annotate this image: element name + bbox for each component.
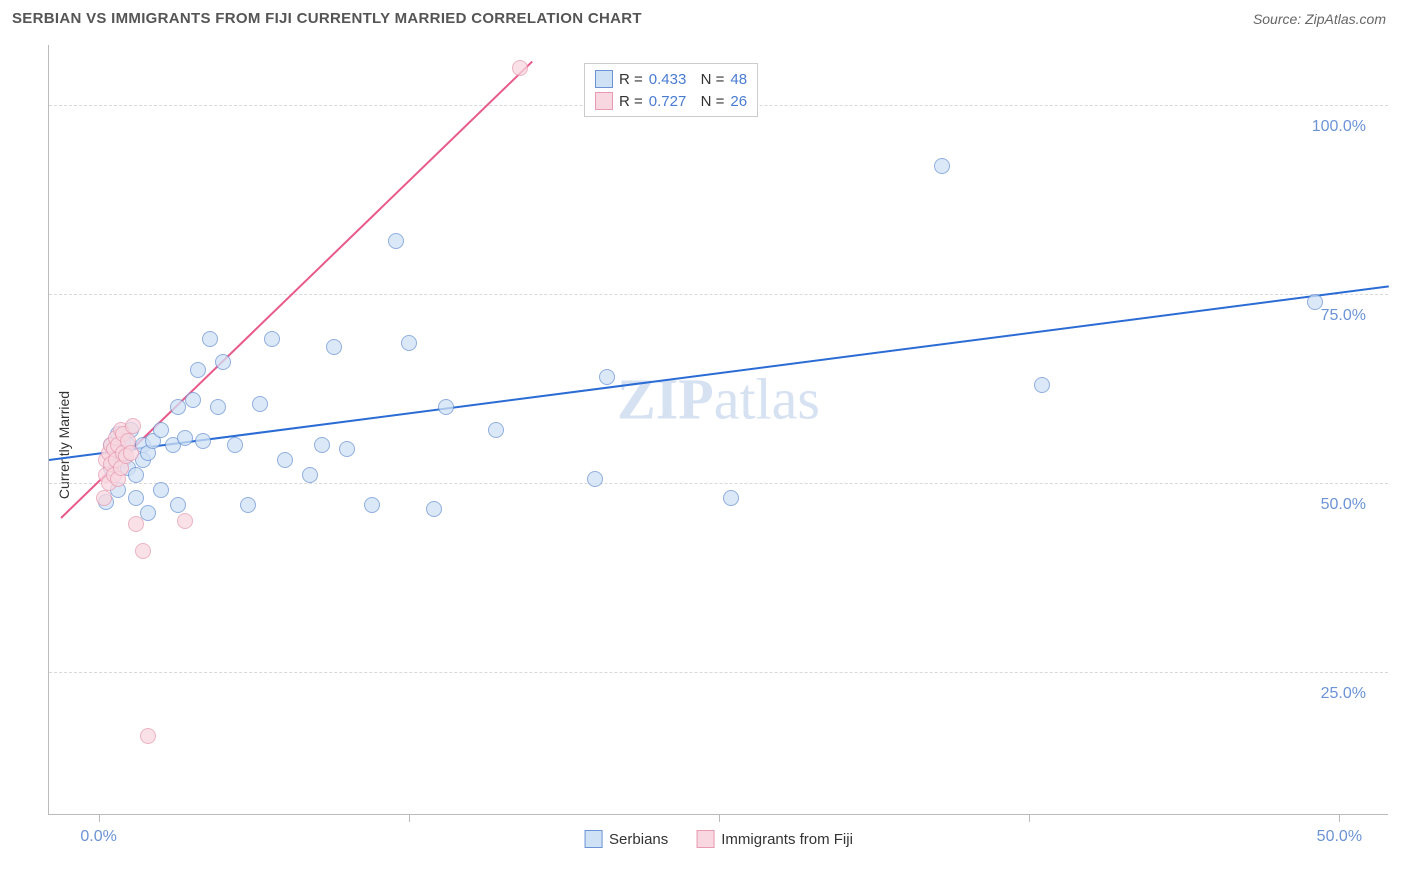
data-point bbox=[302, 467, 318, 483]
data-point bbox=[587, 471, 603, 487]
data-point bbox=[438, 399, 454, 415]
data-point bbox=[426, 501, 442, 517]
gridline bbox=[49, 483, 1388, 484]
stats-legend-row: R = 0.727 N = 26 bbox=[595, 90, 747, 112]
data-point bbox=[125, 418, 141, 434]
data-point bbox=[210, 399, 226, 415]
data-point bbox=[227, 437, 243, 453]
data-point bbox=[264, 331, 280, 347]
data-point bbox=[140, 505, 156, 521]
y-tick-label: 100.0% bbox=[1312, 118, 1366, 136]
y-tick-label: 50.0% bbox=[1321, 496, 1366, 514]
data-point bbox=[153, 422, 169, 438]
legend-swatch bbox=[584, 830, 602, 848]
data-point bbox=[170, 399, 186, 415]
data-point bbox=[128, 467, 144, 483]
legend-item: Serbians bbox=[584, 830, 668, 848]
y-tick-label: 25.0% bbox=[1321, 685, 1366, 703]
data-point bbox=[128, 490, 144, 506]
data-point bbox=[123, 445, 139, 461]
data-point bbox=[401, 335, 417, 351]
gridline bbox=[49, 672, 1388, 673]
data-point bbox=[388, 233, 404, 249]
data-point bbox=[339, 441, 355, 457]
bottom-legend: Serbians Immigrants from Fiji bbox=[584, 830, 853, 848]
x-tick bbox=[719, 814, 720, 822]
data-point bbox=[240, 497, 256, 513]
legend-label: Serbians bbox=[609, 831, 668, 848]
r-value: 0.433 bbox=[649, 71, 687, 88]
data-point bbox=[326, 339, 342, 355]
r-value: 0.727 bbox=[649, 93, 687, 110]
y-tick-label: 75.0% bbox=[1321, 307, 1366, 325]
data-point bbox=[177, 430, 193, 446]
data-point bbox=[195, 433, 211, 449]
header: SERBIAN VS IMMIGRANTS FROM FIJI CURRENTL… bbox=[0, 0, 1406, 35]
stats-legend: R = 0.433 N = 48R = 0.727 N = 26 bbox=[584, 63, 758, 117]
source-attribution: Source: ZipAtlas.com bbox=[1253, 11, 1386, 27]
x-tick-label: 0.0% bbox=[80, 828, 116, 846]
stats-legend-row: R = 0.433 N = 48 bbox=[595, 68, 747, 90]
legend-label: Immigrants from Fiji bbox=[721, 831, 853, 848]
data-point bbox=[177, 513, 193, 529]
x-tick-label: 50.0% bbox=[1317, 828, 1362, 846]
data-point bbox=[277, 452, 293, 468]
legend-swatch bbox=[595, 92, 613, 110]
x-tick bbox=[99, 814, 100, 822]
data-point bbox=[135, 543, 151, 559]
plot-area: ZIPatlas 25.0%50.0%75.0%100.0%0.0%50.0%R… bbox=[48, 45, 1388, 815]
data-point bbox=[1034, 377, 1050, 393]
gridline bbox=[49, 294, 1388, 295]
data-point bbox=[153, 482, 169, 498]
data-point bbox=[488, 422, 504, 438]
data-point bbox=[190, 362, 206, 378]
chart-container: Currently Married ZIPatlas 25.0%50.0%75.… bbox=[0, 35, 1406, 855]
data-point bbox=[1307, 294, 1323, 310]
data-point bbox=[723, 490, 739, 506]
data-point bbox=[215, 354, 231, 370]
data-point bbox=[934, 158, 950, 174]
data-point bbox=[185, 392, 201, 408]
x-tick bbox=[1029, 814, 1030, 822]
trend-line bbox=[49, 285, 1389, 461]
data-point bbox=[140, 728, 156, 744]
data-point bbox=[202, 331, 218, 347]
legend-swatch bbox=[595, 70, 613, 88]
x-tick bbox=[409, 814, 410, 822]
data-point bbox=[599, 369, 615, 385]
data-point bbox=[512, 60, 528, 76]
legend-item: Immigrants from Fiji bbox=[696, 830, 853, 848]
data-point bbox=[314, 437, 330, 453]
chart-title: SERBIAN VS IMMIGRANTS FROM FIJI CURRENTL… bbox=[12, 10, 642, 27]
x-tick bbox=[1339, 814, 1340, 822]
n-value: 26 bbox=[730, 93, 747, 110]
data-point bbox=[170, 497, 186, 513]
data-point bbox=[364, 497, 380, 513]
source-link[interactable]: ZipAtlas.com bbox=[1305, 11, 1386, 27]
data-point bbox=[96, 490, 112, 506]
data-point bbox=[128, 516, 144, 532]
legend-swatch bbox=[696, 830, 714, 848]
data-point bbox=[252, 396, 268, 412]
n-value: 48 bbox=[730, 71, 747, 88]
watermark: ZIPatlas bbox=[617, 365, 820, 432]
